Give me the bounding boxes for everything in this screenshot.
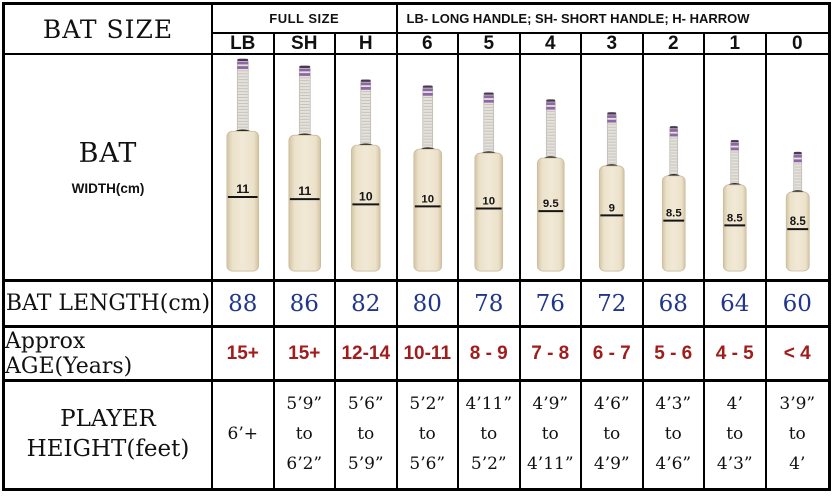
row-label-player-height: PLAYER HEIGHT(feet) — [5, 382, 213, 488]
player-height-value: 4’6” to 4’9” — [582, 382, 644, 488]
bat-cell-4: 9.5 — [520, 55, 582, 282]
row-label-player-height-line2: HEIGHT(feet) — [26, 436, 190, 462]
column-header-0: 0 — [766, 34, 828, 55]
column-header-5: 5 — [459, 34, 521, 55]
column-header-4: 4 — [520, 34, 582, 55]
bat-size-chart: BAT SIZE FULL SIZE LB- LONG HANDLE; SH- … — [2, 2, 831, 491]
chart-title: BAT SIZE — [5, 5, 213, 55]
age-value: 15+ — [274, 328, 336, 382]
cricket-bat-image: 11 — [275, 55, 335, 279]
cricket-bat-image: 8.5 — [644, 55, 704, 279]
age-value: 10-11 — [397, 328, 459, 382]
player-height-value: 5’9” to 6’2” — [275, 382, 336, 488]
player-height-value: 4’ to 4’3” — [705, 382, 767, 488]
handle-legend: LB- LONG HANDLE; SH- SHORT HANDLE; H- HA… — [397, 5, 828, 34]
cricket-bat-image: 10 — [398, 55, 458, 279]
bat-cell-5: 10 — [459, 55, 521, 282]
svg-text:9.5: 9.5 — [542, 198, 558, 210]
svg-text:8.5: 8.5 — [789, 216, 806, 228]
age-value: 15+ — [213, 328, 275, 382]
column-header-sh: SH — [274, 34, 336, 55]
column-header-3: 3 — [582, 34, 644, 55]
svg-text:10: 10 — [421, 193, 434, 205]
bat-cell-lb: 11 — [213, 55, 275, 282]
svg-text:10: 10 — [482, 196, 495, 208]
bat-cell-3: 9 — [582, 55, 644, 282]
bat-length-value: 88 — [213, 282, 275, 328]
column-header-h: H — [336, 34, 398, 55]
svg-text:8.5: 8.5 — [727, 212, 743, 224]
cricket-bat-image: 9.5 — [521, 55, 581, 279]
svg-text:11: 11 — [298, 184, 311, 198]
row-label-approx-age: Approx AGE(Years) — [5, 328, 213, 382]
full-size-group-header: FULL SIZE — [213, 5, 398, 34]
bat-length-value: 68 — [643, 282, 705, 328]
player-height-value: 5’2” to 5’6” — [398, 382, 459, 488]
row-label-bat-width-word: BAT — [78, 138, 138, 169]
svg-text:11: 11 — [236, 182, 249, 196]
age-value: 7 - 8 — [520, 328, 582, 382]
age-value: 6 - 7 — [582, 328, 644, 382]
svg-text:9: 9 — [609, 202, 615, 214]
row-label-bat-width: BAT WIDTH(cm) — [5, 55, 213, 282]
player-height-value: 6’+ — [213, 382, 275, 488]
bat-length-value: 82 — [336, 282, 398, 328]
player-height-value: 5’6” to 5’9” — [336, 382, 398, 488]
column-header-6: 6 — [397, 34, 459, 55]
cricket-bat-image: 10 — [459, 55, 519, 279]
bat-cell-1: 8.5 — [705, 55, 767, 282]
player-height-value: 3’9” to 4’ — [779, 394, 816, 474]
cricket-bat-image: 8.5 — [767, 55, 829, 279]
column-header-2: 2 — [643, 34, 705, 55]
cricket-bat-image: 8.5 — [705, 55, 765, 279]
bat-length-value: 60 — [766, 282, 828, 328]
age-value: 8 - 9 — [459, 328, 521, 382]
bat-cell-sh: 11 — [274, 55, 336, 282]
age-value: 5 - 6 — [643, 328, 705, 382]
age-value: 12-14 — [336, 328, 398, 382]
column-header-lb: LB — [213, 34, 275, 55]
bat-cell-6: 10 — [397, 55, 459, 282]
player-height-value: 4’3” to 4’6” — [644, 382, 705, 488]
bat-length-value: 72 — [582, 282, 644, 328]
row-label-player-height-line1: PLAYER — [60, 406, 156, 433]
svg-text:8.5: 8.5 — [665, 208, 681, 220]
bat-length-value: 76 — [520, 282, 582, 328]
bat-length-value: 86 — [274, 282, 336, 328]
cricket-bat-image: 10 — [336, 55, 396, 279]
bat-cell-0: 8.5 — [766, 55, 829, 282]
bat-length-value: 80 — [397, 282, 459, 328]
bat-length-value: 78 — [459, 282, 521, 328]
bat-cell-h: 10 — [336, 55, 398, 282]
svg-text:10: 10 — [359, 189, 373, 203]
column-header-1: 1 — [705, 34, 767, 55]
bat-length-value: 64 — [705, 282, 767, 328]
age-value: < 4 — [766, 328, 828, 382]
player-height-value: 4’9” to 4’11” — [521, 382, 582, 488]
player-height-value: 4’11” to 5’2” — [459, 382, 521, 488]
bat-cell-2: 8.5 — [643, 55, 705, 282]
row-label-bat-width-unit: WIDTH(cm) — [71, 181, 145, 196]
cricket-bat-image: 11 — [213, 55, 273, 279]
row-label-bat-length: BAT LENGTH(cm) — [5, 282, 213, 328]
cricket-bat-image: 9 — [582, 55, 642, 279]
age-value: 4 - 5 — [705, 328, 767, 382]
